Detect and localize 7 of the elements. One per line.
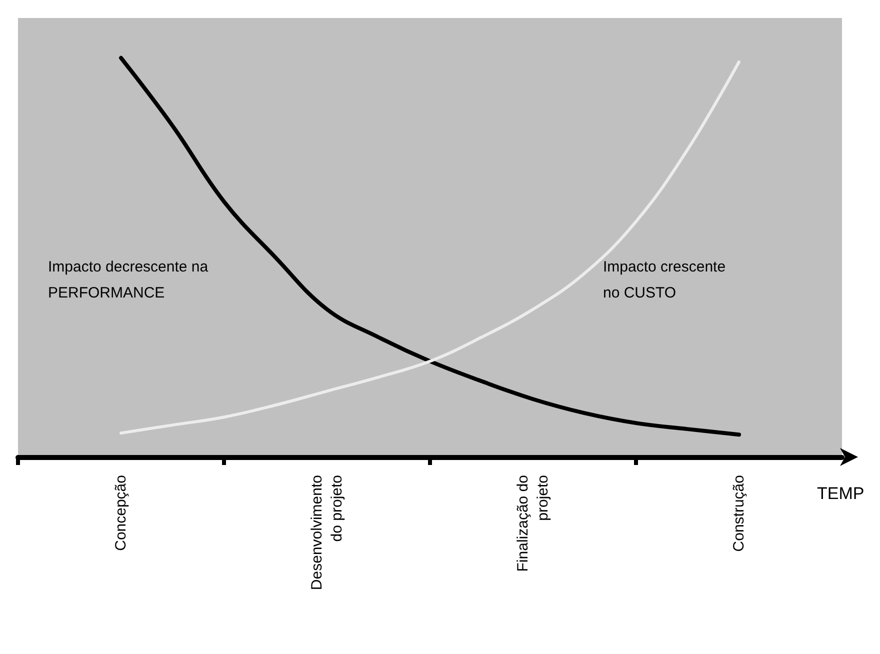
x-tick-label: Finalização do projeto bbox=[514, 475, 552, 572]
x-tick-label: Concepção bbox=[112, 475, 130, 551]
x-tick-label: Desenvolvimento do projeto bbox=[308, 475, 346, 590]
annotation: Impacto decrescente na PERFORMANCE bbox=[48, 258, 209, 302]
x-tick-label: Construção bbox=[730, 475, 748, 552]
x-axis-title: TEMP bbox=[817, 484, 864, 503]
annotation: Impacto crescente no CUSTO bbox=[603, 258, 726, 302]
